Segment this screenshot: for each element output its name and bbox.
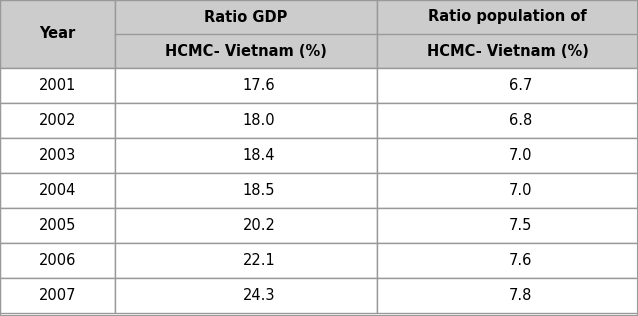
Bar bbox=[377, 243, 638, 278]
Bar bbox=[115, 278, 377, 313]
Text: 18.5: 18.5 bbox=[243, 183, 276, 198]
Bar bbox=[115, 243, 377, 278]
Bar bbox=[115, 0, 377, 68]
Bar bbox=[115, 68, 377, 103]
Bar bbox=[115, 138, 377, 173]
Text: 18.0: 18.0 bbox=[243, 113, 276, 128]
Text: 17.6: 17.6 bbox=[243, 78, 276, 93]
Text: HCMC- Vietnam (%): HCMC- Vietnam (%) bbox=[165, 44, 327, 58]
Bar bbox=[115, 208, 377, 243]
Text: 6.7: 6.7 bbox=[509, 78, 532, 93]
Text: Ratio GDP: Ratio GDP bbox=[204, 9, 288, 25]
Bar bbox=[0, 68, 115, 103]
Bar bbox=[115, 173, 377, 208]
Text: Ratio population of: Ratio population of bbox=[428, 9, 587, 25]
Text: 2003: 2003 bbox=[39, 148, 76, 163]
Text: 7.6: 7.6 bbox=[509, 253, 532, 268]
Bar bbox=[377, 68, 638, 103]
Bar bbox=[0, 208, 115, 243]
Text: 2006: 2006 bbox=[39, 253, 76, 268]
Bar bbox=[0, 0, 115, 68]
Text: 24.3: 24.3 bbox=[243, 288, 276, 303]
Text: 7.8: 7.8 bbox=[509, 288, 532, 303]
Text: 18.4: 18.4 bbox=[243, 148, 276, 163]
Bar bbox=[115, 103, 377, 138]
Bar bbox=[377, 103, 638, 138]
Text: 2007: 2007 bbox=[39, 288, 77, 303]
Text: 7.5: 7.5 bbox=[509, 218, 532, 233]
Bar bbox=[377, 173, 638, 208]
Text: 7.0: 7.0 bbox=[508, 148, 532, 163]
Bar bbox=[0, 138, 115, 173]
Bar bbox=[377, 208, 638, 243]
Text: 2005: 2005 bbox=[39, 218, 76, 233]
Text: HCMC- Vietnam (%): HCMC- Vietnam (%) bbox=[427, 44, 588, 58]
Bar bbox=[0, 243, 115, 278]
Text: 20.2: 20.2 bbox=[242, 218, 276, 233]
Bar bbox=[377, 278, 638, 313]
Bar bbox=[377, 0, 638, 68]
Text: 7.0: 7.0 bbox=[508, 183, 532, 198]
Bar bbox=[0, 278, 115, 313]
Text: 2004: 2004 bbox=[39, 183, 76, 198]
Text: 2002: 2002 bbox=[39, 113, 77, 128]
Text: 2001: 2001 bbox=[39, 78, 76, 93]
Text: 6.8: 6.8 bbox=[509, 113, 532, 128]
Text: Year: Year bbox=[40, 27, 76, 41]
Bar bbox=[0, 173, 115, 208]
Bar bbox=[0, 103, 115, 138]
Bar bbox=[377, 138, 638, 173]
Text: 22.1: 22.1 bbox=[242, 253, 276, 268]
